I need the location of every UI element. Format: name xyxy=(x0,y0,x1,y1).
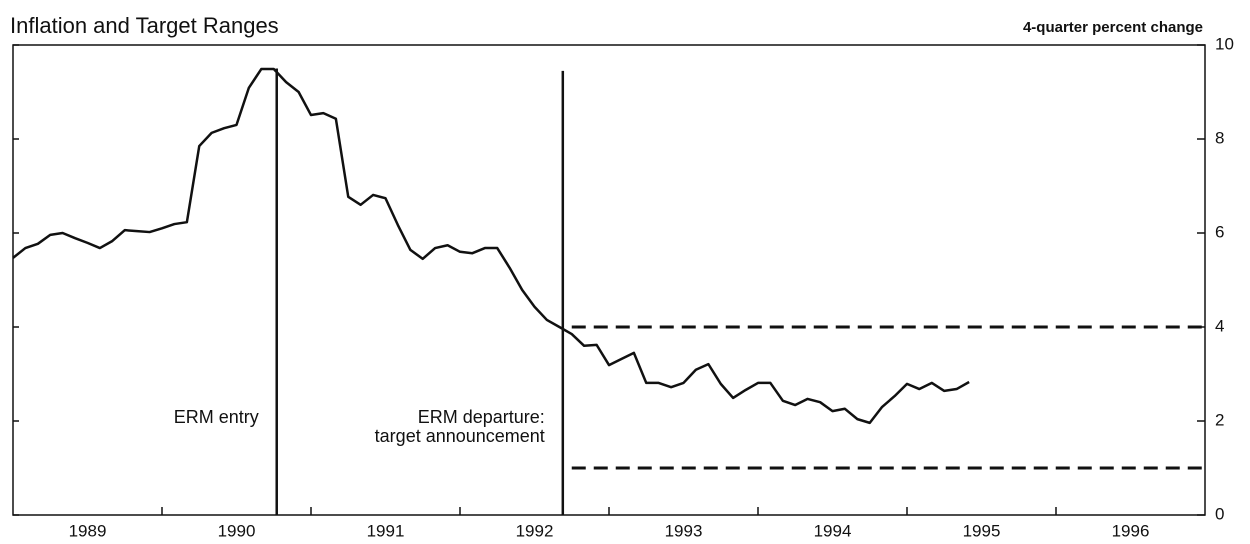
y-tick-label: 8 xyxy=(1215,128,1224,147)
x-tick-label: 1989 xyxy=(69,521,107,540)
x-tick-label: 1990 xyxy=(218,521,256,540)
event-label: ERM entry xyxy=(174,407,259,427)
plot-frame xyxy=(12,44,1206,516)
x-tick-label: 1991 xyxy=(367,521,405,540)
x-tick-label: 1993 xyxy=(665,521,703,540)
event-label: ERM departure: xyxy=(418,407,545,427)
y-tick-label: 4 xyxy=(1215,316,1224,335)
y-tick-label: 2 xyxy=(1215,410,1224,429)
x-tick-label: 1995 xyxy=(963,521,1001,540)
y-tick-label: 10 xyxy=(1215,34,1234,53)
line-series xyxy=(12,67,970,425)
x-tick-label: 1996 xyxy=(1112,521,1150,540)
y-tick-label: 6 xyxy=(1215,222,1224,241)
y-tick-label: 0 xyxy=(1215,504,1224,523)
event-label: target announcement xyxy=(375,426,545,446)
x-tick-label: 1992 xyxy=(516,521,554,540)
x-tick-label: 1994 xyxy=(814,521,852,540)
chart-title: Inflation and Target Ranges xyxy=(10,13,279,38)
y-axis-label: 4-quarter percent change xyxy=(1023,19,1203,36)
